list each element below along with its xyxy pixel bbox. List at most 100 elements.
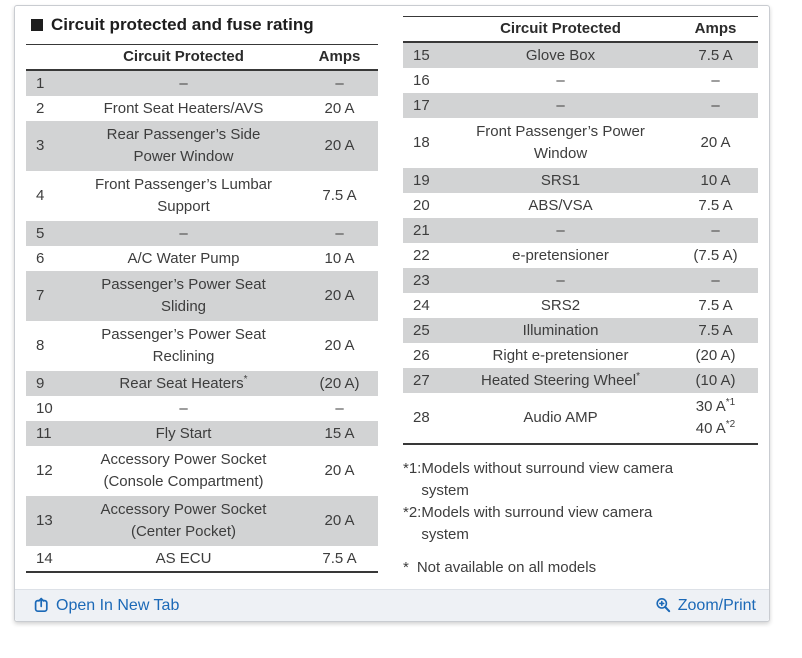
header-amps: Amps xyxy=(318,48,361,65)
fuse-number: 25 xyxy=(413,321,430,339)
fuse-number: 3 xyxy=(36,137,45,154)
table-row: 9 Rear Seat Heaters* (20 A) xyxy=(26,371,378,396)
footnote-2: *2: Models with surround view camera sys… xyxy=(403,502,765,546)
circuit-name: – xyxy=(179,74,188,92)
fuse-number: 15 xyxy=(413,46,430,64)
circuit-name: Front Passenger’s Power Window xyxy=(476,123,645,162)
table-row: 23 – – xyxy=(403,268,758,293)
table-row: 18 Front Passenger’s Power Window 20 A xyxy=(403,118,758,168)
amps-value: (20 A) xyxy=(695,346,736,364)
table-row: 19 SRS1 10 A xyxy=(403,168,758,193)
amps-value: – xyxy=(711,221,720,239)
fuse-number: 9 xyxy=(36,374,45,392)
header-amps: Amps xyxy=(694,20,737,37)
amps-value: (10 A) xyxy=(695,371,736,389)
amps-value: – xyxy=(711,96,720,114)
circuit-name: – xyxy=(556,71,565,89)
table-row: 28 Audio AMP 30 A*1 40 A*2 xyxy=(403,393,758,443)
table-row: 8 Passenger’s Power Seat Reclining 20 A xyxy=(26,321,378,371)
open-in-new-tab-icon xyxy=(33,597,50,614)
circuit-name: Heated Steering Wheel* xyxy=(481,370,640,389)
circuit-name: Glove Box xyxy=(525,46,596,64)
section-title-text: Circuit protected and fuse rating xyxy=(51,15,314,34)
table-row: 27 Heated Steering Wheel* (10 A) xyxy=(403,368,758,393)
table-row: 10 – – xyxy=(26,396,378,421)
amps-value: 30 A*1 40 A*2 xyxy=(695,397,736,438)
fuse-number: 23 xyxy=(413,271,430,289)
table-row: 12 Accessory Power Socket (Console Compar… xyxy=(26,446,378,496)
amps-value: (7.5 A) xyxy=(693,246,738,264)
table-row: 7 Passenger’s Power Seat Sliding 20 A xyxy=(26,271,378,321)
table-row: 6 A/C Water Pump 10 A xyxy=(26,246,378,271)
circuit-name: A/C Water Pump xyxy=(127,249,240,267)
zoom-print-label: Zoom/Print xyxy=(677,596,756,614)
amps-value: 20 A xyxy=(324,137,355,154)
amps-value: – xyxy=(335,74,344,92)
open-in-new-tab-link[interactable]: Open In New Tab xyxy=(33,597,179,615)
table-row: 26 Right e-pretensioner (20 A) xyxy=(403,343,758,368)
footnote-marker: * xyxy=(403,559,409,576)
amps-value: 7.5 A xyxy=(698,321,733,339)
circuit-name: – xyxy=(556,221,565,239)
amps-value: 7.5 A xyxy=(322,187,357,204)
amps-value: 7.5 A xyxy=(698,46,733,64)
circuit-name: – xyxy=(556,271,565,289)
fuse-number: 2 xyxy=(36,99,45,117)
fuse-number: 14 xyxy=(36,549,53,567)
circuit-name: – xyxy=(556,96,565,114)
fuse-number: 20 xyxy=(413,196,430,214)
table-row: 21 – – xyxy=(403,218,758,243)
table-row: 25 Illumination 7.5 A xyxy=(403,318,758,343)
fuse-number: 17 xyxy=(413,96,430,114)
footnote-marker: *2: xyxy=(403,504,422,521)
circuit-name: Accessory Power Socket (Center Pocket) xyxy=(100,501,267,540)
amps-value: – xyxy=(335,224,344,242)
circuit-name: Audio AMP xyxy=(523,409,598,426)
table-row: 1 – – xyxy=(26,71,378,96)
viewer-toolbar: Open In New Tab Zoom/Print xyxy=(15,589,769,621)
fuse-number: 13 xyxy=(36,512,53,529)
circuit-name: e-pretensioner xyxy=(512,246,609,264)
amps-value: – xyxy=(711,71,720,89)
table-row: 2 Front Seat Heaters/AVS 20 A xyxy=(26,96,378,121)
amps-value: 15 A xyxy=(324,424,355,442)
table-row: 15 Glove Box 7.5 A xyxy=(403,43,758,68)
circuit-name: SRS1 xyxy=(540,171,581,189)
fuse-number: 27 xyxy=(413,371,430,389)
zoom-in-icon xyxy=(655,597,672,614)
footnotes: *1: Models without surround view camera … xyxy=(403,458,765,579)
table-row: 3 Rear Passenger’s Side Power Window 20 A xyxy=(26,121,378,171)
circuit-name: Illumination xyxy=(522,321,599,339)
fuse-number: 5 xyxy=(36,224,45,242)
table-row: 16 – – xyxy=(403,68,758,93)
circuit-name: AS ECU xyxy=(155,549,212,567)
circuit-name: Front Passenger’s Lumbar Support xyxy=(94,176,273,215)
fuse-number: 19 xyxy=(413,171,430,189)
footnote-3: * Not available on all models xyxy=(403,557,765,579)
circuit-name: – xyxy=(179,224,188,242)
circuit-name: – xyxy=(179,399,188,417)
amps-value: 20 A xyxy=(324,287,355,304)
header-circuit-protected: Circuit Protected xyxy=(500,20,621,37)
circuit-name: SRS2 xyxy=(540,296,581,314)
circuit-name: Passenger’s Power Seat Reclining xyxy=(101,326,266,365)
fuse-number: 8 xyxy=(36,337,45,354)
fuse-number: 16 xyxy=(413,71,430,89)
table-row: 11 Fly Start 15 A xyxy=(26,421,378,446)
fuse-table-right: Circuit Protected Amps 15 Glove Box 7.5 A … xyxy=(403,16,758,445)
circuit-name: Passenger’s Power Seat Sliding xyxy=(101,276,266,315)
amps-value: 10 A xyxy=(324,249,355,267)
fuse-number: 26 xyxy=(413,346,430,364)
amps-value: (20 A) xyxy=(319,374,360,392)
amps-value: 20 A xyxy=(324,337,355,354)
zoom-print-link[interactable]: Zoom/Print xyxy=(655,597,756,615)
amps-value: 20 A xyxy=(324,512,355,529)
fuse-table-left: Circuit Protected Amps 1 – – 2 Front Seat H… xyxy=(26,44,378,573)
open-in-new-tab-label: Open In New Tab xyxy=(56,596,180,614)
footnote-1: *1: Models without surround view camera … xyxy=(403,458,765,502)
fuse-number: 22 xyxy=(413,246,430,264)
footnote-text: Models with surround view camera system xyxy=(421,504,653,543)
table-row: 20 ABS/VSA 7.5 A xyxy=(403,193,758,218)
fuse-number: 1 xyxy=(36,74,45,92)
table-row: 13 Accessory Power Socket (Center Pocket)… xyxy=(26,496,378,546)
